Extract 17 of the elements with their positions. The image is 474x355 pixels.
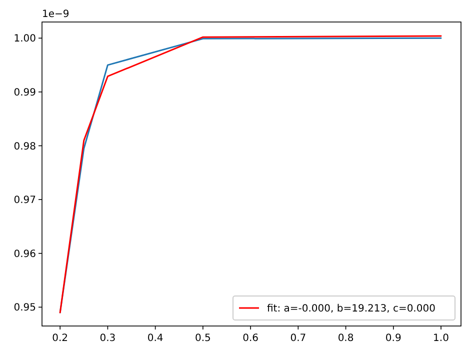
y-tick-label: 0.99: [14, 87, 36, 98]
x-tick-label: 1.0: [433, 333, 449, 344]
text: 1e−9: [42, 9, 70, 20]
x-tick-label: 0.5: [194, 333, 211, 344]
y-tick-label: 0.95: [14, 302, 36, 314]
x-tick-label: 0.6: [242, 333, 258, 344]
x-tick-label: 0.7: [290, 333, 306, 344]
legend-label: fit: a=-0.000, b=19.213, c=0.000: [267, 304, 436, 314]
x-tick-label: 0.9: [385, 333, 402, 344]
y-tick-label: 0.97: [14, 195, 36, 206]
y-tick-label: 1.00: [14, 34, 36, 45]
y-tick-label: 0.98: [14, 141, 36, 152]
x-tick-label: 0.8: [338, 333, 354, 344]
x-tick-label: 0.3: [100, 333, 116, 344]
x-tick-label: 0.2: [52, 333, 68, 344]
x-tick-label: 0.4: [147, 333, 164, 344]
y-tick-label: 0.96: [14, 248, 36, 260]
